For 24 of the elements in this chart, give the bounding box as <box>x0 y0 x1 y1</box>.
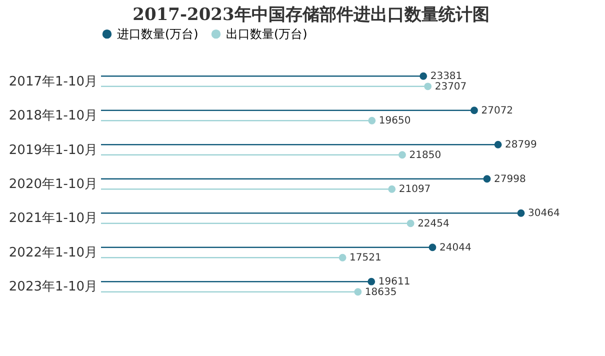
data-label: 28799 <box>505 140 537 151</box>
data-label: 27072 <box>481 105 514 116</box>
y-tick-label: 2021年1-10月 <box>8 211 98 226</box>
y-tick-label: 2018年1-10月 <box>8 108 98 124</box>
data-label: 21850 <box>409 150 442 161</box>
data-label: 23707 <box>434 81 467 92</box>
data-label: 21097 <box>398 184 431 196</box>
y-tick-label: 2019年1-10月 <box>8 142 98 158</box>
data-label: 19650 <box>378 116 411 127</box>
data-label: 30464 <box>528 208 560 220</box>
y-tick-label: 2022年1-10月 <box>8 245 98 260</box>
data-label: 24044 <box>439 242 472 254</box>
data-label: 18635 <box>364 286 397 298</box>
data-label: 23381 <box>430 71 462 82</box>
legend-label: 进口数量(万台) <box>117 27 198 42</box>
legend-label: 出口数量(万台) <box>226 27 308 42</box>
data-label: 22454 <box>418 218 450 230</box>
y-tick-label: 2023年1-10月 <box>8 280 98 295</box>
y-tick-label: 2020年1-10月 <box>8 177 98 192</box>
data-label: 27998 <box>494 174 526 185</box>
data-label: 19611 <box>378 276 410 288</box>
data-label: 17521 <box>350 252 382 264</box>
y-tick-label: 2017年1-10月 <box>8 74 98 90</box>
chart-title: 2017-2023年中国存储部件进出口数量统计图 <box>132 5 490 25</box>
